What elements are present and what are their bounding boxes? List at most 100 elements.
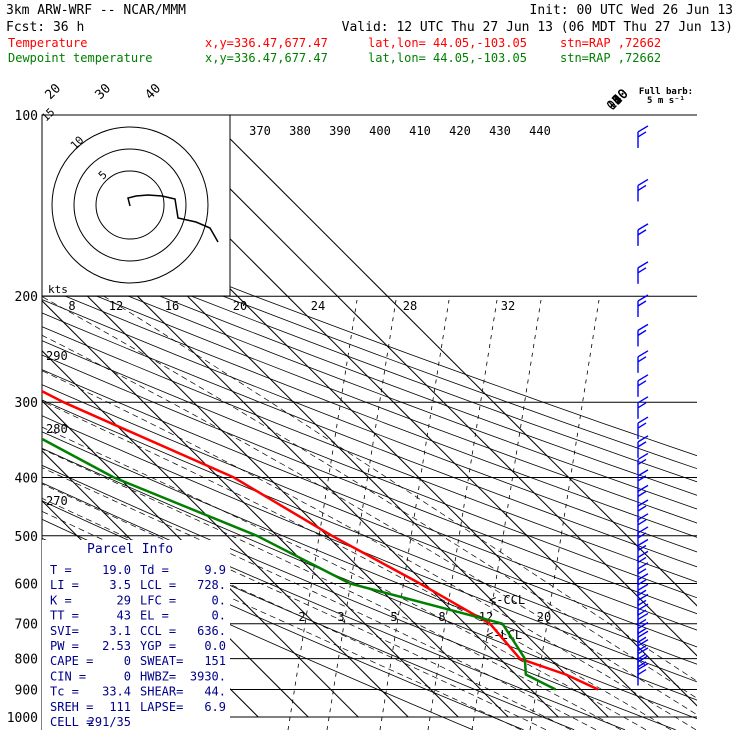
- parcel-param-name: K =: [50, 593, 72, 607]
- isotherm-line: [205, 115, 697, 607]
- temperature-tick-label: 40: [142, 81, 164, 103]
- parcel-param-value: 0.: [212, 609, 226, 623]
- theta-label: 390: [329, 124, 351, 138]
- wind-barb-flag: [637, 609, 647, 616]
- theta-label: 280: [46, 422, 68, 436]
- dew-station: stn=RAP ,72662: [560, 51, 661, 65]
- wind-barb-flag: [637, 627, 647, 635]
- wind-barb-flag: [637, 562, 649, 570]
- wind-barb-flag: [637, 636, 647, 643]
- parcel-param-value: 3.1: [109, 624, 131, 638]
- temp-station: stn=RAP ,72662: [560, 36, 661, 50]
- wind-barb-flag: [637, 593, 649, 601]
- mixing-ratio-label: 2: [298, 610, 305, 624]
- wind-barb-flag: [637, 469, 649, 477]
- parcel-param-value: 291/35: [88, 715, 131, 729]
- parcel-param-name: SVI=: [50, 624, 79, 638]
- hodograph-units: kts: [48, 283, 68, 296]
- parcel-param-name: LCL =: [140, 578, 176, 592]
- theta-label: 370: [249, 124, 271, 138]
- wind-barb-flag: [637, 178, 649, 187]
- wind-barb-flag: [637, 356, 647, 363]
- parcel-param-name: SWEAT=: [140, 654, 183, 668]
- wind-barb-flag: [637, 655, 649, 663]
- pressure-tick-label: 500: [15, 530, 38, 545]
- dry-adiabat: [42, 482, 626, 730]
- wind-barb-flag: [637, 223, 649, 231]
- temp-xy: x,y=336.47,677.47: [205, 36, 328, 50]
- theta-label: 440: [529, 124, 551, 138]
- parcel-param-name: CAPE =: [50, 654, 93, 668]
- mixing-ratio-label: 20: [537, 610, 551, 624]
- wind-barb-flag: [637, 374, 649, 382]
- isotherm-line: [0, 115, 8, 717]
- parcel-param-value: 19.0: [102, 563, 131, 577]
- wind-barb-flag: [637, 475, 647, 482]
- parcel-param-name: LAPSE=: [140, 700, 183, 714]
- temperature-tick-label: 30: [92, 81, 114, 103]
- parcel-param-value: 2.53: [102, 639, 131, 653]
- theta-label: 400: [369, 124, 391, 138]
- moist-adiabat: [42, 296, 697, 699]
- parcel-param-name: Tc =: [50, 685, 79, 699]
- pressure-tick-label: 600: [15, 577, 38, 592]
- temp-latlon: lat,lon= 44.05,-103.05: [368, 36, 527, 50]
- theta-label: 270: [46, 494, 68, 508]
- parcel-param-name: HWBZ=: [140, 669, 176, 683]
- parcel-param-value: 636.: [197, 624, 226, 638]
- pressure-tick-label: 400: [15, 471, 38, 486]
- init-time: Init: 00 UTC Wed 26 Jun 13: [530, 3, 734, 18]
- theta-label: 420: [449, 124, 471, 138]
- dry-adiabat: [42, 260, 697, 510]
- wind-barb-flag: [637, 639, 649, 647]
- wind-barb-flag: [637, 661, 647, 668]
- dry-adiabat: [42, 431, 697, 701]
- wind-barb-flag: [637, 513, 649, 521]
- mixing-ratio-label: 3: [337, 610, 344, 624]
- temperature-tick-label: 20: [42, 81, 64, 103]
- dry-adiabat: [42, 224, 697, 470]
- dry-adiabat: [42, 399, 697, 665]
- wind-barb-flag: [637, 519, 647, 526]
- wind-barb-flag: [637, 647, 649, 655]
- pressure-tick-label: 1000: [7, 711, 38, 726]
- dry-adiabat: [42, 384, 697, 648]
- sounding-profiles: [42, 389, 599, 691]
- wind-barb-flag: [637, 499, 649, 507]
- theta-label: 380: [289, 124, 311, 138]
- wind-barb-flag: [637, 573, 649, 581]
- parcel-param-value: 29: [117, 593, 131, 607]
- parcel-param-value: 44.: [204, 685, 226, 699]
- hodograph-ring: [51, 126, 209, 284]
- isotherm-line: [42, 350, 409, 718]
- moist-adiabat: [103, 295, 697, 682]
- dry-adiabat: [42, 312, 697, 568]
- wind-barb-flag: [637, 261, 649, 269]
- dewpoint-profile: [42, 437, 557, 691]
- parcel-param-value: 6.9: [204, 700, 226, 714]
- wind-barb-flag: [637, 505, 647, 512]
- full-barb-units: 5 m s⁻¹: [647, 96, 685, 106]
- pressure-tick-label: 900: [15, 683, 38, 698]
- temperature-profile: [42, 389, 599, 691]
- wind-barb-flag: [637, 621, 649, 630]
- wind-barb-flag: [637, 229, 647, 236]
- moist-adiabat: [42, 497, 547, 730]
- wind-barb-flag: [637, 441, 647, 448]
- dewpoint-legend: Dewpoint temperature: [8, 51, 153, 65]
- dry-adiabat: [42, 369, 697, 631]
- pressure-tick-label: 300: [15, 396, 38, 411]
- wind-barb-flag: [637, 653, 647, 660]
- pressure-tick-label: 700: [15, 618, 38, 633]
- wind-barb-flag: [637, 484, 649, 492]
- parcel-param-name: Td =: [140, 563, 169, 577]
- wind-barb-flag: [637, 618, 647, 626]
- parcel-param-name: TT =: [50, 609, 79, 623]
- wind-barb-flag: [637, 452, 649, 461]
- forecast-hour: Fcst: 36 h: [6, 20, 84, 35]
- wind-barb-flag: [637, 184, 647, 192]
- wind-barb-flag: [637, 579, 647, 586]
- wind-barbs: [637, 125, 649, 686]
- dew-latlon: lat,lon= 44.05,-103.05: [368, 51, 527, 65]
- wind-barb-flag: [637, 458, 647, 466]
